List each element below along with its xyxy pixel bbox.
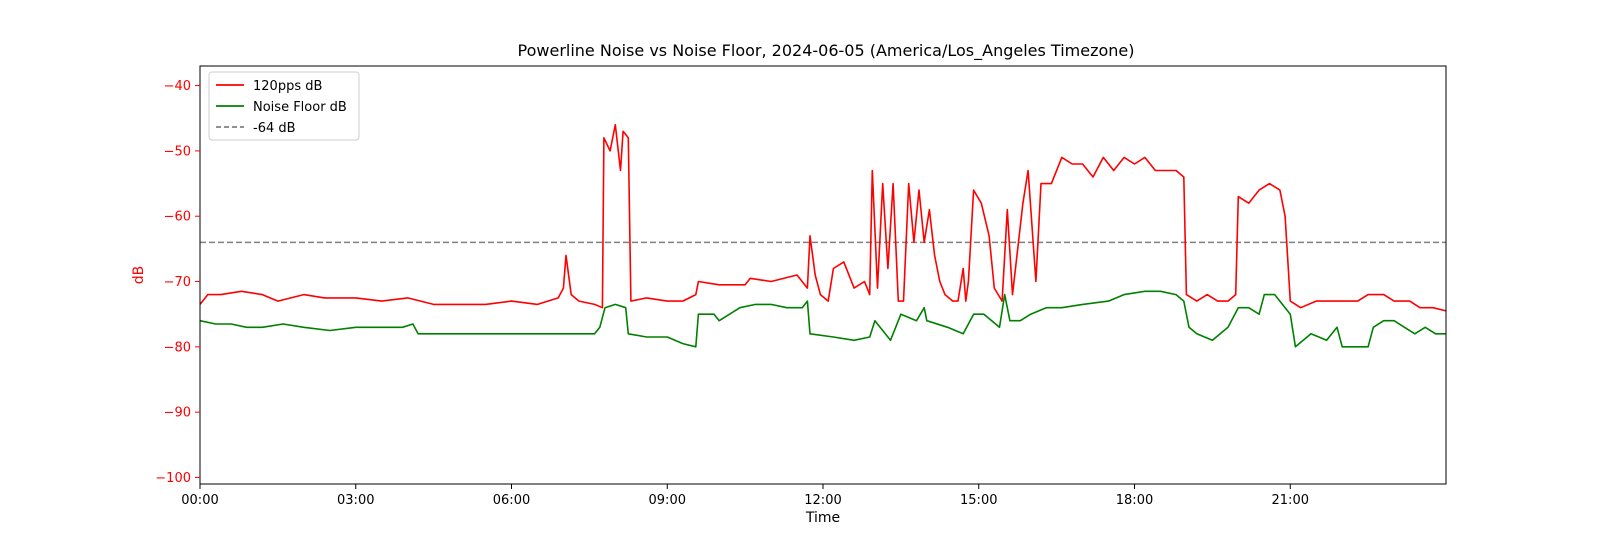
legend-label: -64 dB xyxy=(253,121,296,136)
y-axis-label: dB xyxy=(131,266,147,285)
legend-label: Noise Floor dB xyxy=(253,100,347,115)
series-line-1 xyxy=(199,290,1446,348)
series-line-0 xyxy=(199,124,1447,312)
x-axis-label: Time xyxy=(805,510,840,526)
legend-label: 120pps dB xyxy=(253,79,322,94)
x-tick-label: 15:00 xyxy=(960,493,997,508)
y-tick-label: −100 xyxy=(155,471,191,486)
y-tick-label: −40 xyxy=(164,79,191,94)
x-tick-label: 06:00 xyxy=(493,493,530,508)
plot-area xyxy=(200,66,1446,484)
y-tick-label: −60 xyxy=(164,210,191,225)
y-tick-label: −50 xyxy=(164,144,191,159)
x-tick-label: 00:00 xyxy=(181,493,218,508)
chart-title: Powerline Noise vs Noise Floor, 2024-06-… xyxy=(518,41,1135,61)
y-tick-label: −90 xyxy=(164,406,191,421)
x-tick-label: 18:00 xyxy=(1116,493,1153,508)
legend-box xyxy=(208,71,360,141)
x-tick-label: 21:00 xyxy=(1272,493,1309,508)
y-tick-label: −80 xyxy=(164,340,191,355)
y-tick-label: −70 xyxy=(164,275,191,290)
legend: 120pps dB Noise Floor dB -64 dB xyxy=(208,71,360,141)
x-tick-label: 09:00 xyxy=(649,493,686,508)
x-tick-label: 03:00 xyxy=(337,493,374,508)
x-tick-label: 12:00 xyxy=(804,493,841,508)
